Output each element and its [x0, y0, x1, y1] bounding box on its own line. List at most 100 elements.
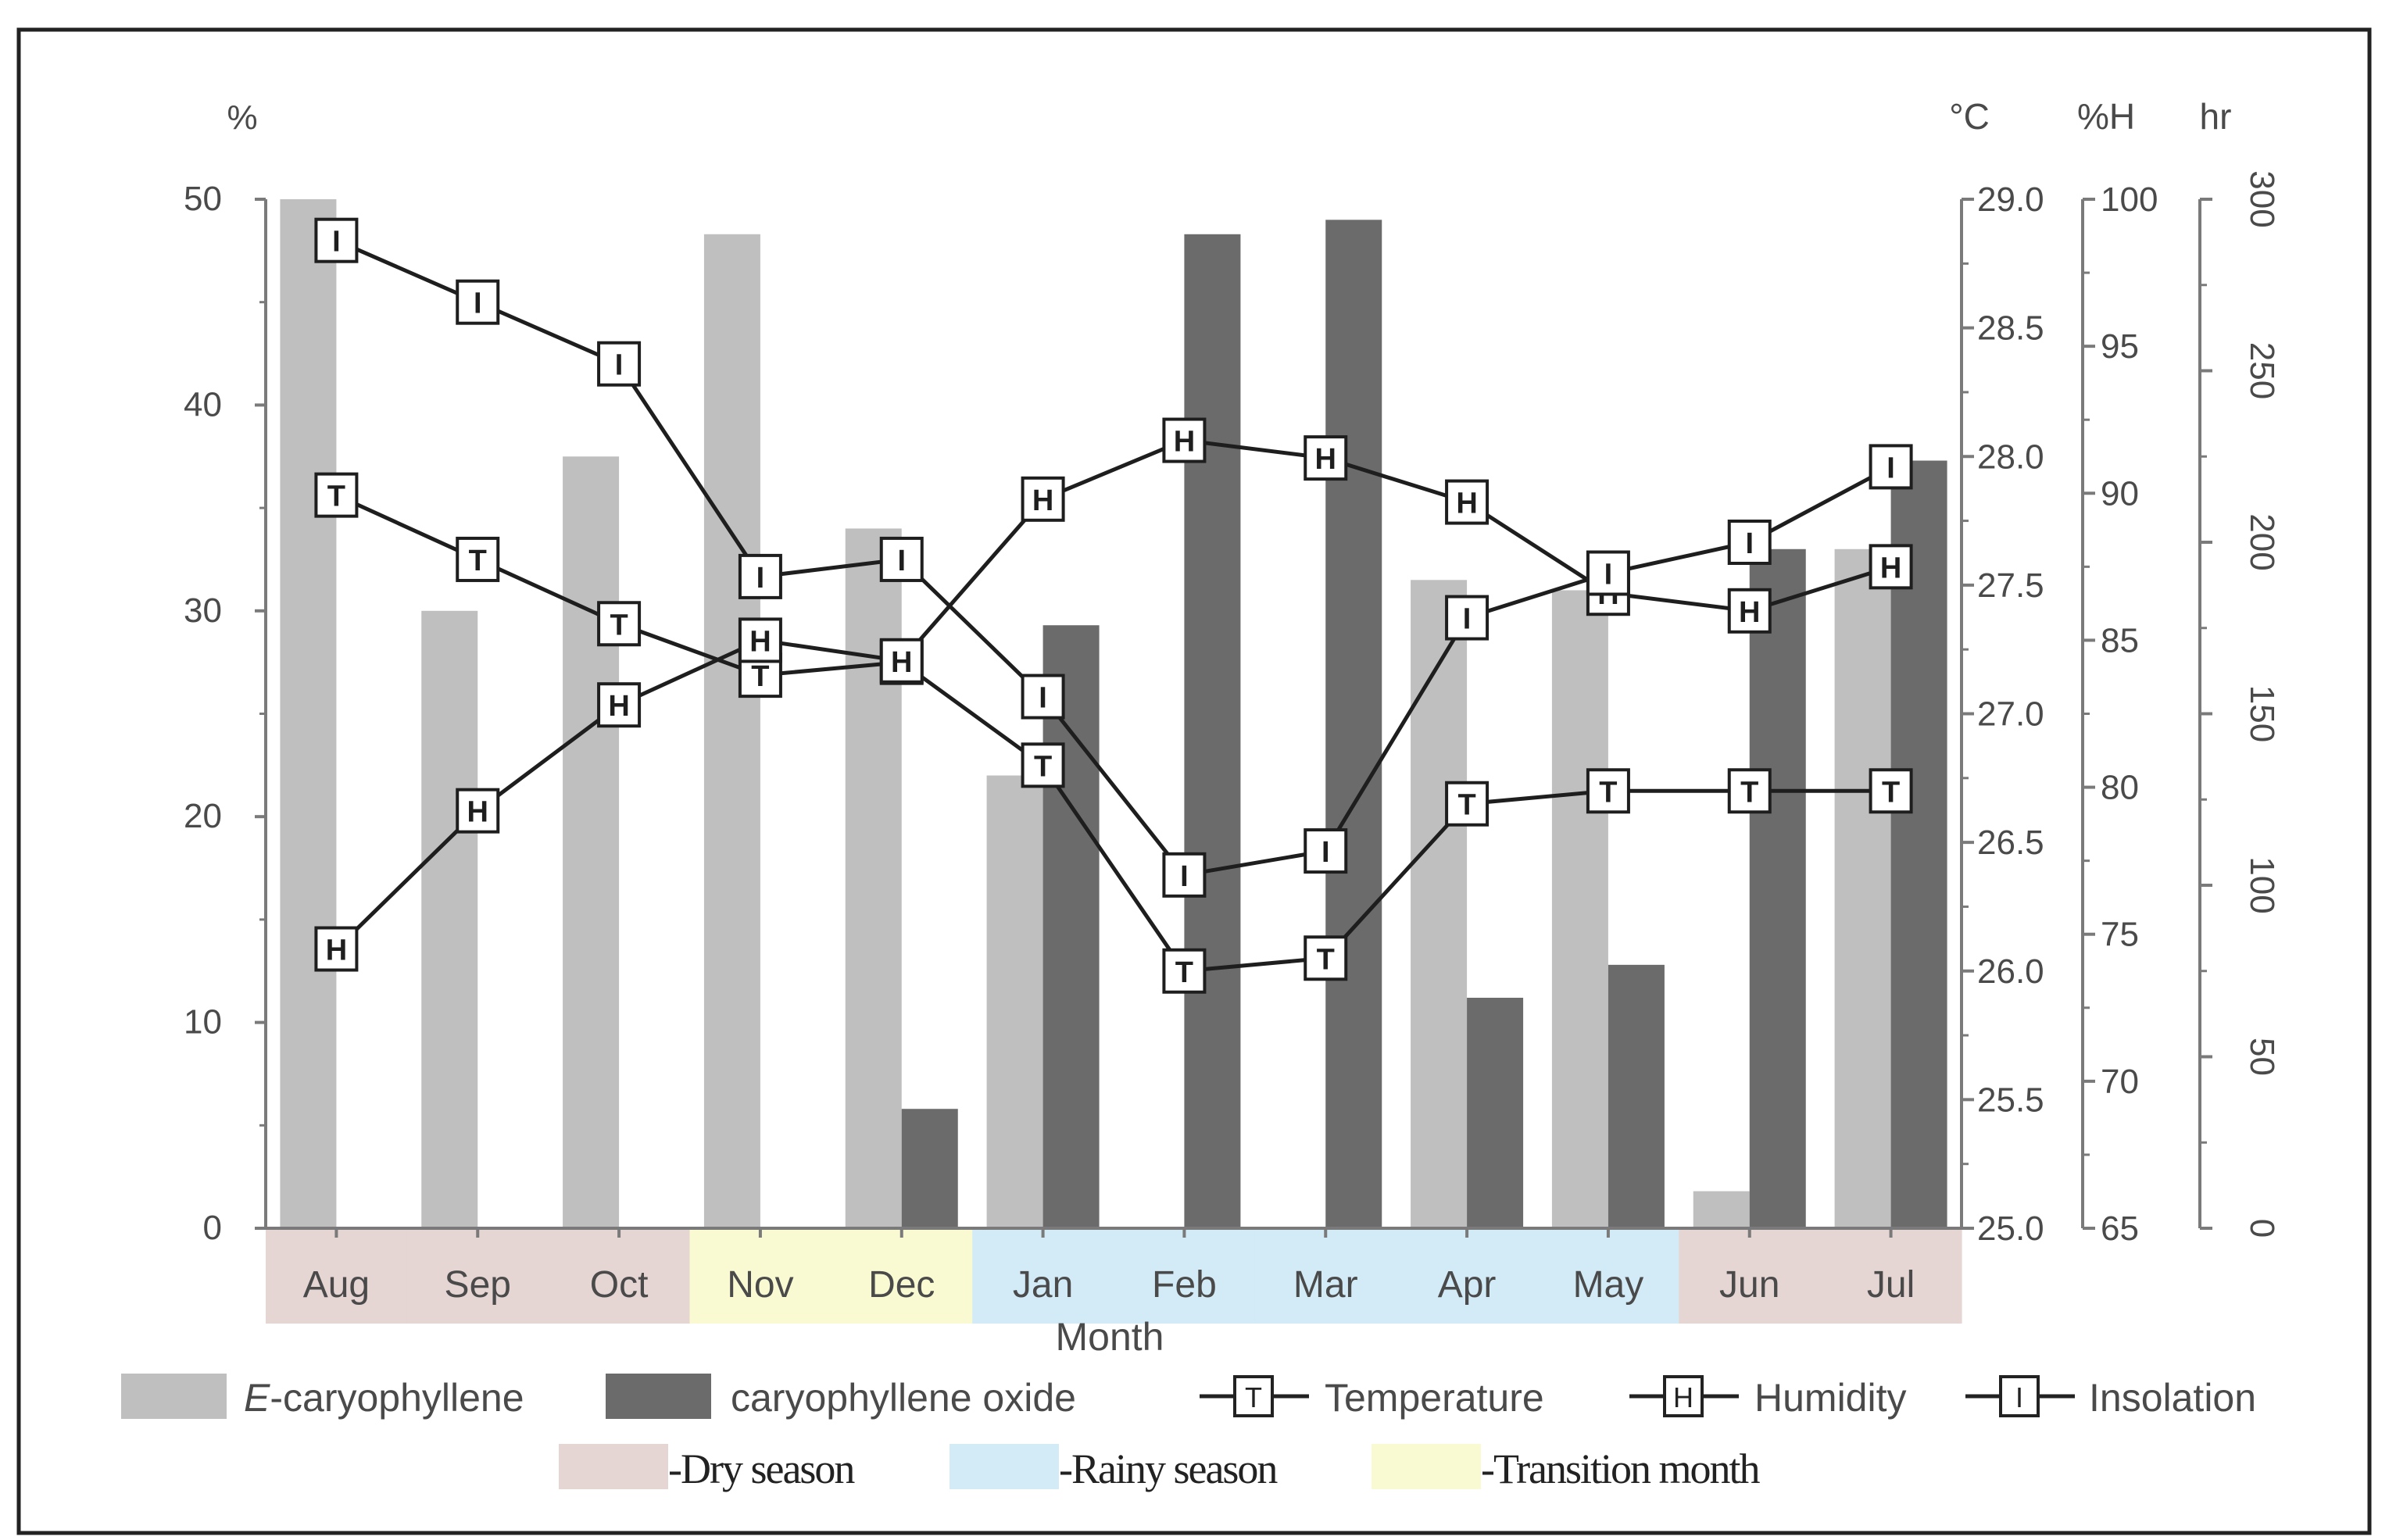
marker-box [1727, 588, 1772, 634]
marker-letter: H [1174, 426, 1195, 459]
x-tick-label-oct: Oct [590, 1264, 649, 1306]
left-tick-label-40: 40 [184, 385, 222, 423]
humidity-tick-label-65: 65 [2101, 1209, 2139, 1248]
temperature-axis: 25.0 25.5 26.0 26.5 27.0 27.5 28.0 28.5 29.0 [1962, 180, 2044, 1248]
humidity-marker-aug: H [314, 926, 359, 972]
marker-letter: T [1882, 776, 1900, 809]
temperature-marker-apr: T [1445, 781, 1490, 827]
marker-letter: T [327, 481, 345, 513]
left-axis-unit: % [227, 98, 257, 137]
season-cell-jul [1820, 1228, 1962, 1324]
marker-letter: H [749, 625, 771, 658]
humidity-tick-label-85: 85 [2101, 621, 2139, 659]
x-tick-label-mar: Mar [1293, 1264, 1358, 1306]
humidity-marker-apr: H [1445, 479, 1490, 525]
humidity-axis-unit: %H [2077, 96, 2135, 137]
x-tick-label-aug: Aug [303, 1264, 370, 1306]
insolation-marker-feb: I [1162, 852, 1207, 898]
temperature-marker-jan: T [1021, 742, 1065, 788]
legend-swatch-caryophyllene-oxide [606, 1374, 711, 1419]
marker-box [1869, 768, 1913, 814]
humidity-marker-jul: H [1869, 544, 1913, 590]
marker-box [1869, 444, 1913, 490]
legend-swatch-dry-season [559, 1444, 668, 1489]
marker-box [1304, 935, 1348, 981]
marker-letter: H [1880, 552, 1901, 584]
marker-box [738, 553, 782, 599]
marker-box [456, 536, 500, 582]
marker-box [314, 926, 359, 972]
marker-letter: I [1745, 527, 1754, 560]
season-cell-oct [548, 1228, 691, 1324]
humidity-marker-sep: H [456, 788, 500, 834]
humidity-tick-label-70: 70 [2101, 1063, 2139, 1101]
humidity-tick-label-80: 80 [2101, 769, 2139, 807]
marker-box [879, 638, 924, 684]
humidity-tick-label-100: 100 [2101, 180, 2158, 219]
temperature-tick-label-26.0: 26.0 [1977, 952, 2044, 991]
x-tick-label-dec: Dec [868, 1264, 935, 1306]
season-cell-nov [689, 1228, 832, 1324]
bar-e-caryophyllene-nov [703, 234, 760, 1228]
marker-letter: H [1315, 443, 1336, 476]
marker-letter: I [1463, 603, 1472, 636]
marker-letter: I [1604, 559, 1613, 591]
insolation-tick-label-200: 200 [2243, 513, 2281, 570]
marker-letter: I [332, 226, 341, 259]
marker-box [1021, 476, 1065, 522]
season-cell-mar [1254, 1228, 1397, 1324]
bar-e-caryophyllene-oct [563, 456, 620, 1228]
legend-label-humidity: Humidity [1754, 1376, 1906, 1420]
temperature-tick-label-28.5: 28.5 [1977, 309, 2044, 348]
legend-label-dry-season: -Dry season [668, 1445, 855, 1492]
marker-box [597, 682, 642, 728]
insolation-marker-may: I [1586, 550, 1630, 596]
season-cell-feb [1114, 1228, 1256, 1324]
x-tick-label-jan: Jan [1013, 1264, 1073, 1306]
left-axis: 0 10 20 30 40 50 [184, 180, 266, 1247]
season-strips [266, 1228, 1962, 1324]
left-tick-label-30: 30 [184, 591, 222, 630]
marker-letter: I [615, 349, 624, 382]
season-cell-apr [1396, 1228, 1539, 1324]
marker-letter: T [751, 660, 769, 693]
legend-label-e-caryophyllene: E-caryophyllene [244, 1376, 524, 1420]
insolation-marker-sep: I [456, 279, 500, 325]
marker-letter: H [608, 690, 629, 723]
temperature-tick-label-27.5: 27.5 [1977, 566, 2044, 605]
insolation-line [335, 238, 1892, 877]
left-tick-label-50: 50 [184, 180, 222, 218]
marker-letter: H [1032, 484, 1053, 517]
x-tick-label-sep: Sep [445, 1264, 511, 1306]
line-series: TTTTTTTTTTTTHHHHHHHHHHHHIIIIIIIIIIII [314, 217, 1913, 994]
marker-letter: T [1457, 789, 1475, 822]
insolation-tick-label-150: 150 [2243, 685, 2281, 742]
bar-caryophyllene-oxide-may [1608, 964, 1665, 1228]
svg-text:I: I [2015, 1381, 2023, 1413]
marker-letter: H [891, 646, 912, 679]
svg-text:H: H [1673, 1381, 1693, 1413]
marker-box [1869, 544, 1913, 590]
marker-box [456, 788, 500, 834]
insolation-marker-apr: I [1445, 595, 1490, 641]
x-tick-label-jun: Jun [1719, 1264, 1779, 1306]
temperature-marker-jul: T [1869, 768, 1913, 814]
humidity-tick-label-75: 75 [2101, 916, 2139, 954]
legend-swatch-rainy-season [950, 1444, 1059, 1489]
insolation-tick-label-50: 50 [2243, 1038, 2281, 1076]
marker-box [1304, 435, 1348, 481]
temperature-axis-unit: °C [1949, 96, 1990, 137]
marker-box [1445, 781, 1490, 827]
marker-box [1162, 417, 1207, 463]
marker-box [1445, 479, 1490, 525]
left-tick-label-10: 10 [184, 1003, 222, 1042]
legend-swatch-transition-month [1372, 1444, 1481, 1489]
insolation-marker-dec: I [879, 536, 924, 582]
marker-box [1021, 674, 1065, 720]
marker-box [1304, 828, 1348, 874]
legend-label-insolation: Insolation [2089, 1376, 2256, 1420]
season-cell-may [1537, 1228, 1679, 1324]
humidity-marker-feb: H [1162, 417, 1207, 463]
